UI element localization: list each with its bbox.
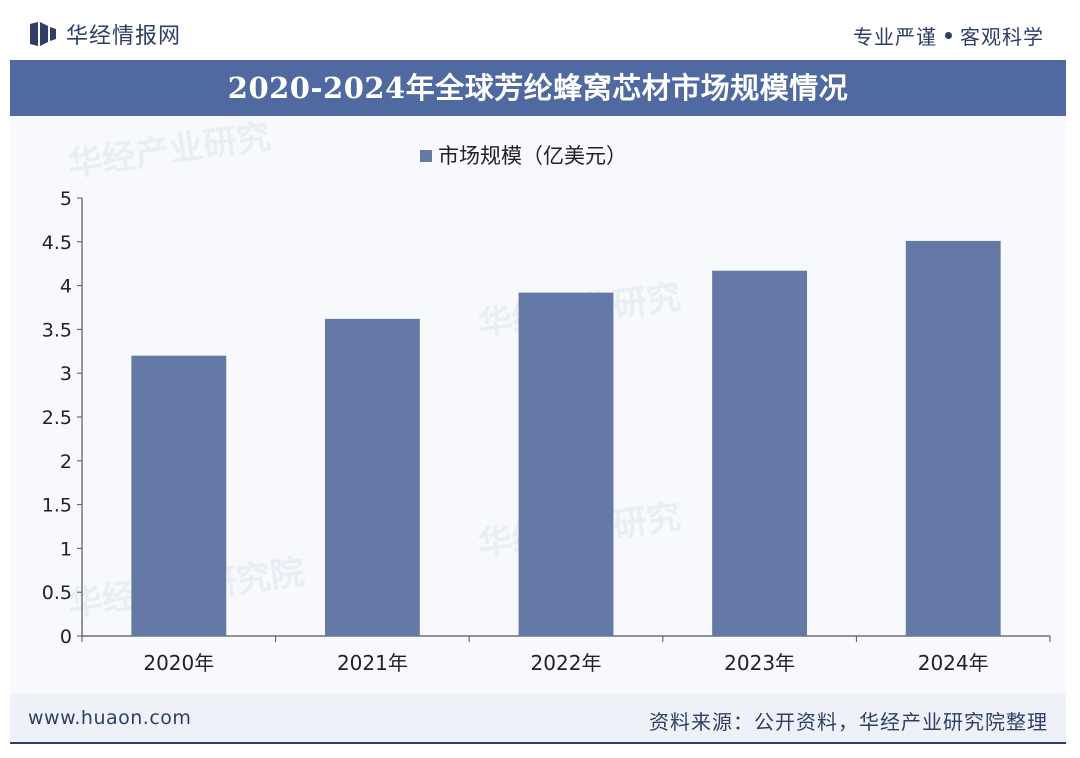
y-tick-label: 0.5 <box>42 582 72 604</box>
y-axis: 0 0.5 1 1.5 2 2.5 3 3.5 4 4.5 5 <box>42 188 83 648</box>
motto: 专业严谨 客观科学 <box>853 21 1044 50</box>
legend-label: 市场规模（亿美元） <box>438 144 627 168</box>
title-band: 2020-2024年全球芳纶蜂窝芯材市场规模情况 <box>10 60 1066 116</box>
bar-0[interactable] <box>131 355 227 636</box>
x-tick-label: 2020年 <box>143 651 214 675</box>
huajing-logo-icon <box>30 22 56 46</box>
y-tick-label: 4 <box>60 276 72 298</box>
bar-4[interactable] <box>905 240 1001 636</box>
chart-panel: 华经产业研究 华经产业研究 华经产业研究 华经产业研究院 市场规模（亿美元） 0… <box>10 116 1066 694</box>
brand[interactable]: 华经情报网 <box>30 20 182 49</box>
y-tick-label: 3.5 <box>42 319 72 341</box>
y-tick-label: 5 <box>60 188 72 210</box>
source-note: 资料来源：公开资料，华经产业研究院整理 <box>649 710 1048 734</box>
svg-text:华经产业研究: 华经产业研究 <box>66 117 274 185</box>
bar-1[interactable] <box>324 318 420 636</box>
footer: www.huaon.com 资料来源：公开资料，华经产业研究院整理 <box>10 694 1066 742</box>
y-tick-label: 1 <box>60 538 72 560</box>
bottom-divider <box>10 742 1066 744</box>
y-tick-label: 0 <box>60 626 72 648</box>
legend: 市场规模（亿美元） <box>420 144 627 168</box>
bar-chart: 华经产业研究 华经产业研究 华经产业研究 华经产业研究院 市场规模（亿美元） 0… <box>42 117 1051 675</box>
brand-name: 华经情报网 <box>66 24 182 49</box>
site-url-link[interactable]: www.huaon.com <box>28 707 192 729</box>
y-tick-label: 3 <box>60 363 72 385</box>
bar-2[interactable] <box>518 292 614 636</box>
motto-right: 客观科学 <box>960 25 1044 49</box>
chart-title: 2020-2024年全球芳纶蜂窝芯材市场规模情况 <box>227 71 849 105</box>
x-tick-label: 2022年 <box>531 651 602 675</box>
y-tick-label: 1.5 <box>42 495 72 517</box>
y-tick-label: 2.5 <box>42 407 72 429</box>
y-tick-label: 4.5 <box>42 232 72 254</box>
bar-3[interactable] <box>712 270 808 636</box>
x-axis: 2020年 2021年 2022年 2023年 2024年 <box>81 635 1051 675</box>
x-tick-label: 2021年 <box>337 651 408 675</box>
x-tick-label: 2024年 <box>918 651 989 675</box>
y-tick-label: 2 <box>60 451 72 473</box>
x-tick-label: 2023年 <box>724 651 795 675</box>
legend-swatch <box>420 150 432 162</box>
bars <box>131 240 1001 636</box>
top-bar: 华经情报网 专业严谨 客观科学 <box>0 0 1080 58</box>
bullet-dot-icon <box>945 32 952 39</box>
motto-left: 专业严谨 <box>853 25 937 49</box>
